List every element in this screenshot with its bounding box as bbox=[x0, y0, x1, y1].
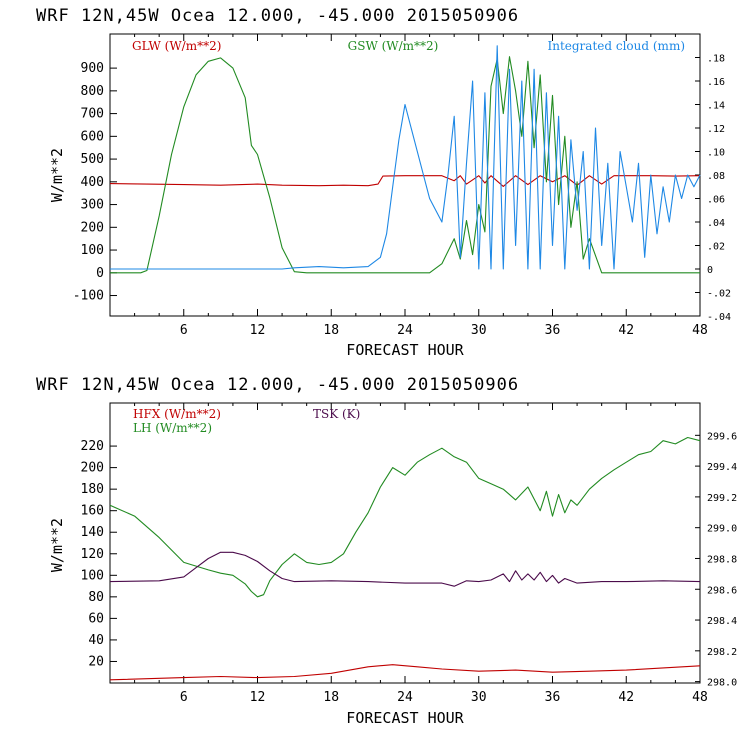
y-tick-label: 40 bbox=[88, 633, 104, 648]
y-tick-label: 600 bbox=[81, 129, 104, 144]
y-tick-label: 800 bbox=[81, 84, 104, 99]
y2-tick-label: .06 bbox=[707, 195, 725, 206]
chart-top: WRF 12N,45W Ocea 12.000, -45.000 2015050… bbox=[36, 6, 731, 359]
plot-frame bbox=[109, 33, 701, 317]
y2-tick-label: 298.0 bbox=[707, 678, 737, 689]
x-tick-label: 36 bbox=[545, 690, 561, 705]
legend-entry: Integrated cloud (mm) bbox=[547, 39, 685, 53]
y-tick-label: 200 bbox=[81, 461, 104, 476]
x-tick-label: 12 bbox=[250, 690, 266, 705]
y-tick-label: 180 bbox=[81, 482, 104, 497]
x-tick-label: 12 bbox=[250, 323, 266, 338]
y2-tick-label: 298.6 bbox=[707, 585, 737, 596]
x-tick-label: 42 bbox=[618, 323, 634, 338]
y-tick-label: 100 bbox=[81, 243, 104, 258]
y2-tick-label: 298.8 bbox=[707, 554, 737, 565]
x-tick-label: 6 bbox=[180, 690, 188, 705]
y2-tick-label: .10 bbox=[707, 148, 725, 159]
legend-entry: LH (W/m**2) bbox=[133, 421, 212, 435]
y2-tick-label: 299.6 bbox=[707, 431, 737, 442]
y-axis-title: W/m**2 bbox=[48, 518, 66, 572]
y-tick-label: 60 bbox=[88, 611, 104, 626]
x-tick-label: 48 bbox=[692, 323, 708, 338]
y-tick-label: 900 bbox=[81, 61, 104, 76]
y2-tick-label: .02 bbox=[707, 242, 725, 253]
x-tick-label: 18 bbox=[323, 690, 339, 705]
y2-tick-label: .12 bbox=[707, 124, 725, 135]
x-tick-label: 6 bbox=[180, 323, 188, 338]
chart-title: WRF 12N,45W Ocea 12.000, -45.000 2015050… bbox=[36, 375, 519, 395]
y-tick-label: 80 bbox=[88, 590, 104, 605]
legend-entry: GSW (W/m**2) bbox=[348, 39, 439, 53]
series-line bbox=[109, 175, 701, 187]
y-tick-label: -100 bbox=[73, 289, 104, 304]
y2-tick-label: -.04 bbox=[707, 312, 731, 323]
y-tick-label: 120 bbox=[81, 547, 104, 562]
y2-tick-label: 298.4 bbox=[707, 616, 737, 627]
x-axis-title: FORECAST HOUR bbox=[346, 709, 464, 727]
y-tick-label: 20 bbox=[88, 654, 104, 669]
y2-tick-label: .18 bbox=[707, 54, 725, 65]
y2-tick-label: .04 bbox=[707, 218, 725, 229]
y-tick-label: 700 bbox=[81, 107, 104, 122]
y2-tick-label: 0 bbox=[707, 265, 713, 276]
x-tick-label: 36 bbox=[545, 323, 561, 338]
y-tick-label: 300 bbox=[81, 198, 104, 213]
x-tick-label: 48 bbox=[692, 690, 708, 705]
y2-tick-label: 299.4 bbox=[707, 462, 737, 473]
y2-tick-label: 299.2 bbox=[707, 493, 737, 504]
legend-entry: TSK (K) bbox=[313, 407, 360, 421]
y-tick-label: 100 bbox=[81, 568, 104, 583]
legend-entry: HFX (W/m**2) bbox=[133, 407, 221, 421]
y-tick-label: 400 bbox=[81, 175, 104, 190]
plot-frame bbox=[109, 402, 701, 684]
chart-title: WRF 12N,45W Ocea 12.000, -45.000 2015050… bbox=[36, 6, 519, 26]
series-line bbox=[110, 56, 700, 274]
x-tick-label: 24 bbox=[397, 323, 413, 338]
y-tick-label: 140 bbox=[81, 525, 104, 540]
y-axis-title: W/m**2 bbox=[48, 148, 66, 202]
x-tick-label: 30 bbox=[471, 690, 487, 705]
series-line bbox=[110, 45, 701, 270]
y2-tick-label: .16 bbox=[707, 77, 725, 88]
series-line bbox=[109, 551, 701, 587]
y-tick-label: 0 bbox=[96, 266, 104, 281]
y2-tick-label: 298.2 bbox=[707, 647, 737, 658]
x-tick-label: 24 bbox=[397, 690, 413, 705]
y-tick-label: 160 bbox=[81, 504, 104, 519]
y-tick-label: 500 bbox=[81, 152, 104, 167]
x-tick-label: 30 bbox=[471, 323, 487, 338]
y-tick-label: 220 bbox=[81, 439, 104, 454]
x-tick-label: 18 bbox=[323, 323, 339, 338]
x-tick-label: 42 bbox=[618, 690, 634, 705]
y2-tick-label: .08 bbox=[707, 171, 725, 182]
series-line bbox=[109, 436, 701, 598]
x-axis-title: FORECAST HOUR bbox=[346, 341, 464, 359]
legend-entry: GLW (W/m**2) bbox=[132, 39, 221, 53]
chart-bottom: WRF 12N,45W Ocea 12.000, -45.000 2015050… bbox=[36, 375, 737, 727]
y2-tick-label: 299.0 bbox=[707, 524, 737, 535]
y2-tick-label: .14 bbox=[707, 101, 725, 112]
y-tick-label: 200 bbox=[81, 220, 104, 235]
series-line bbox=[109, 664, 701, 681]
y2-tick-label: -.02 bbox=[707, 289, 731, 300]
